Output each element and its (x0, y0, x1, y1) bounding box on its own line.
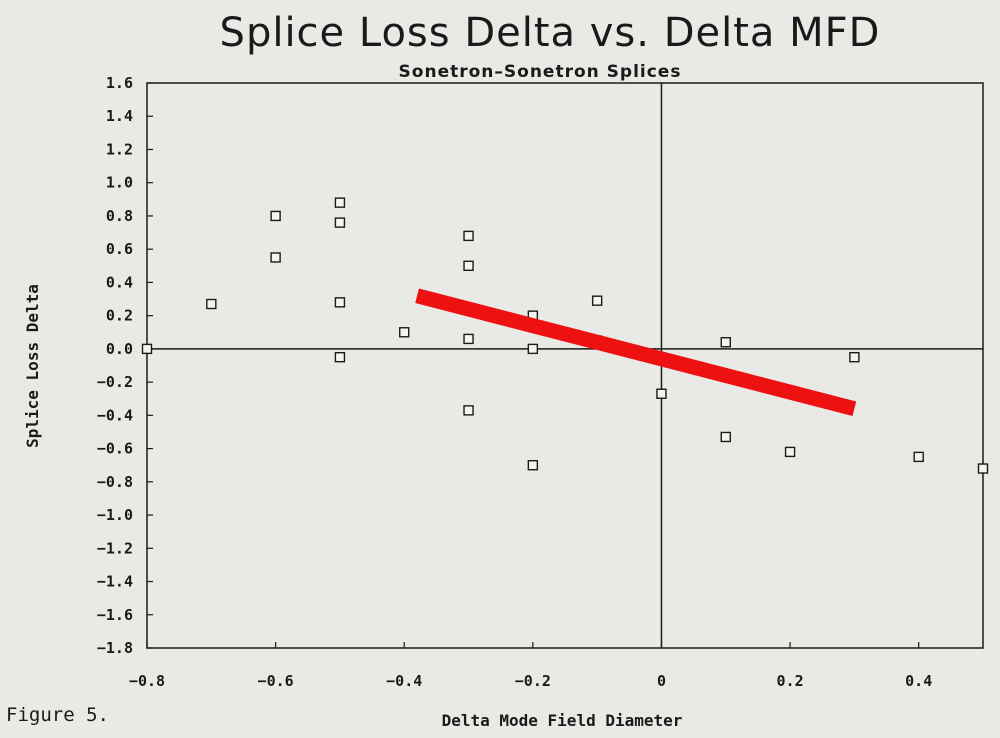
data-point (913, 451, 924, 463)
data-point (527, 460, 539, 471)
x-tick-label: −0.6 (258, 672, 294, 690)
data-point (527, 343, 539, 355)
data-point (784, 446, 796, 458)
y-tick-label: −0.2 (97, 373, 133, 391)
y-tick-label: 0.0 (106, 340, 133, 358)
chart-subtitle: Sonetron–Sonetron Splices (398, 62, 682, 82)
data-point (399, 327, 410, 338)
y-tick-label: −1.2 (97, 539, 133, 557)
data-point (849, 351, 860, 363)
data-point (334, 217, 346, 228)
data-point (334, 197, 346, 208)
y-tick-label: 0.6 (106, 240, 133, 258)
data-point (270, 210, 281, 222)
y-tick-label: 1.6 (106, 74, 133, 92)
y-tick-label: −1.0 (97, 506, 133, 524)
data-point (463, 333, 474, 345)
plot-frame (146, 82, 984, 649)
x-tick-label: 0.2 (777, 672, 804, 690)
data-point (206, 298, 217, 310)
y-tick-label: 1.0 (106, 174, 133, 192)
data-point (141, 343, 153, 355)
x-tick-label: −0.2 (515, 672, 551, 690)
y-tick-label: 0.8 (106, 207, 133, 225)
y-tick-label: −0.6 (97, 440, 133, 458)
trend-line (415, 288, 857, 416)
data-point (720, 431, 731, 443)
data-point (591, 295, 603, 306)
data-point (656, 388, 667, 399)
x-tick-label: −0.4 (386, 672, 422, 690)
data-point (270, 252, 281, 263)
y-tick-label: −1.6 (97, 606, 133, 624)
y-tick-label: 1.2 (106, 140, 133, 158)
y-tick-label: −0.8 (97, 473, 133, 491)
data-point (463, 230, 474, 242)
y-tick-label: −1.8 (97, 639, 133, 657)
x-tick-label: 0.4 (905, 672, 932, 690)
y-tick-label: −1.4 (97, 573, 133, 591)
y-axis-label: Splice Loss Delta (23, 284, 42, 448)
y-tick-label: 0.4 (106, 273, 133, 291)
y-tick-label: 1.4 (106, 107, 133, 125)
x-axis-label: Delta Mode Field Diameter (442, 711, 683, 730)
data-point (334, 351, 346, 363)
data-point (720, 337, 731, 348)
y-tick-label: −0.4 (97, 406, 133, 424)
data-point (977, 463, 989, 474)
x-tick-label: −0.8 (129, 672, 165, 690)
data-point (463, 405, 474, 416)
data-point (463, 260, 474, 271)
y-tick-label: 0.2 (106, 307, 133, 325)
x-tick-label: 0 (657, 672, 666, 690)
chart-title: Splice Loss Delta vs. Delta MFD (219, 10, 881, 56)
data-point (334, 297, 346, 308)
figure-label: Figure 5. (6, 704, 109, 726)
